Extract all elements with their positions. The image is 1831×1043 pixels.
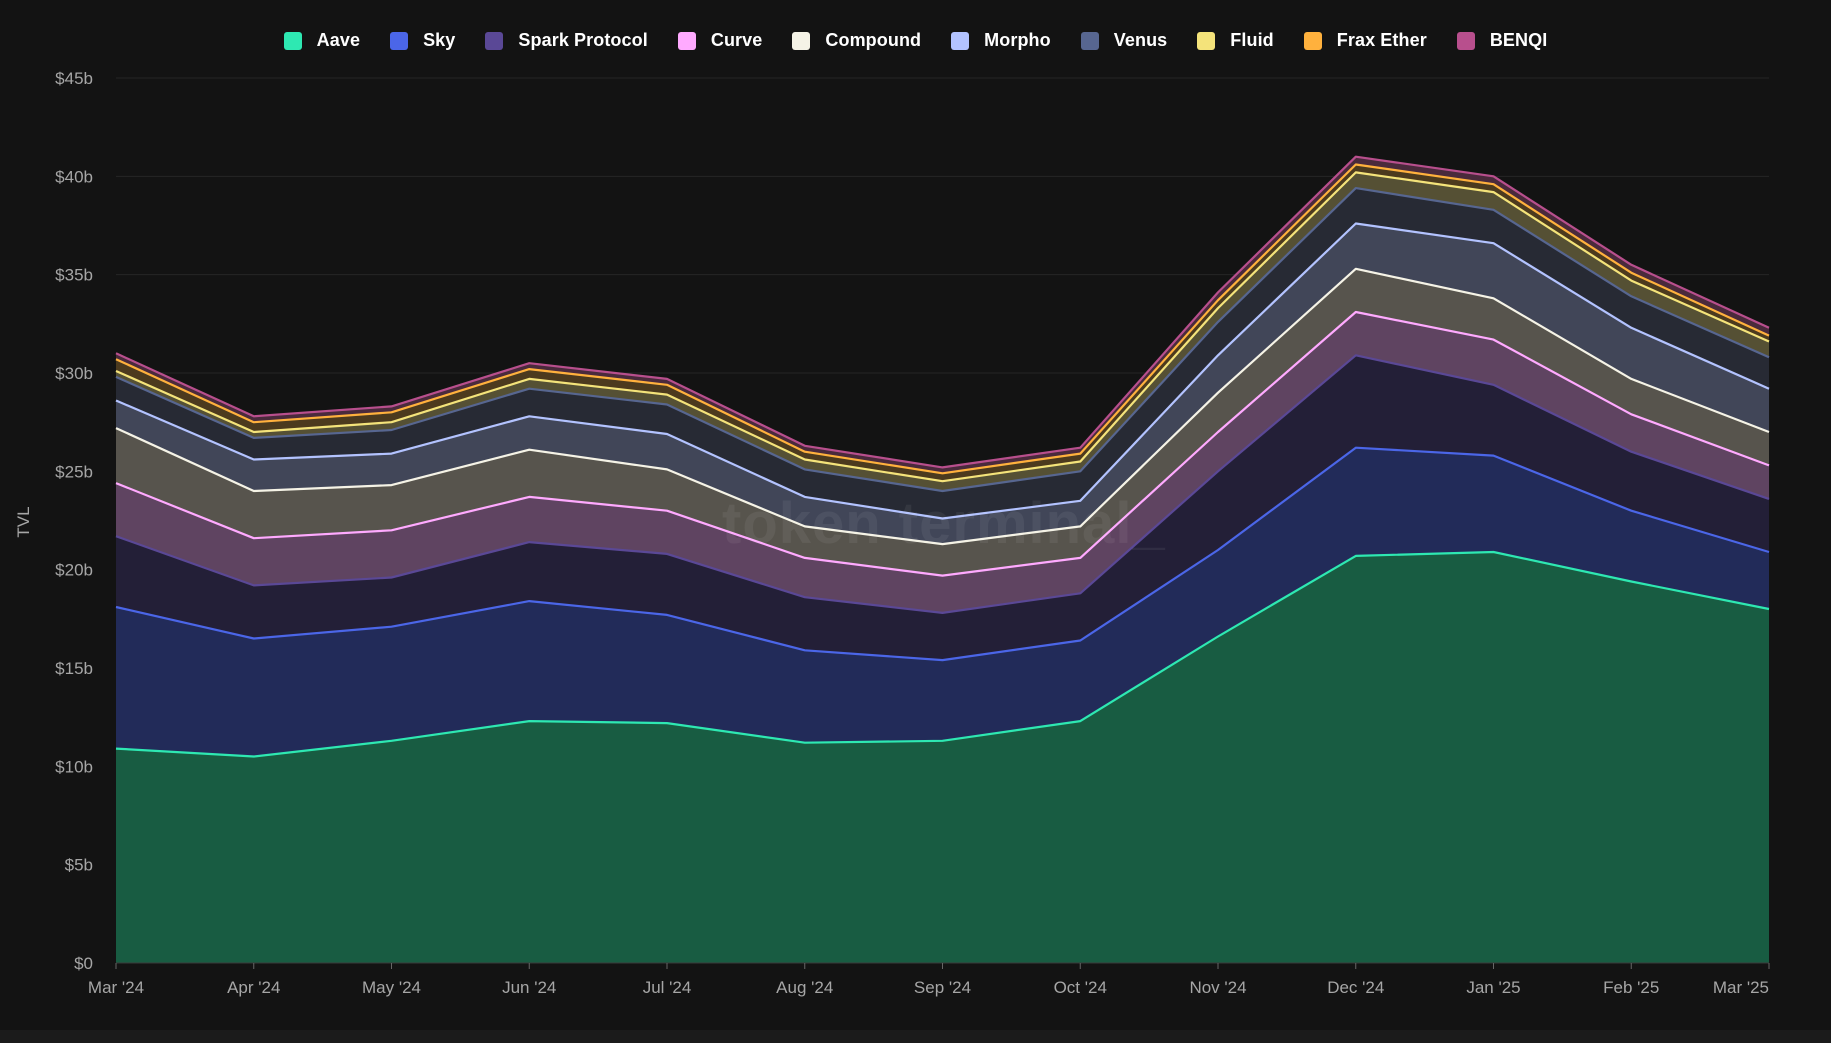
legend-swatch bbox=[1303, 31, 1322, 50]
legend-label: Spark Protocol bbox=[518, 30, 648, 50]
line-morpho bbox=[115, 222, 1770, 520]
y-tick-label-3: $15b bbox=[55, 659, 93, 678]
legend-label: Compound bbox=[825, 30, 922, 50]
line-curve bbox=[115, 310, 1770, 577]
line-fluid bbox=[115, 171, 1770, 483]
x-tick-label-4: Jul '24 bbox=[643, 978, 692, 997]
stacked-areas bbox=[116, 156, 1769, 963]
y-tick-label-6: $30b bbox=[55, 364, 93, 383]
axes: $0 $5b $10b $15b $20b $25b $30b $35b $40b $45b Mar… bbox=[55, 69, 1770, 997]
legend: Aave Sky Spark Protocol Curve Compound Morpho… bbox=[0, 30, 1831, 51]
x-tick-label-0: Mar '24 bbox=[88, 978, 144, 997]
x-tick-label-9: Dec '24 bbox=[1327, 978, 1384, 997]
bottom-strip bbox=[0, 1030, 1831, 1043]
legend-swatch bbox=[485, 31, 504, 50]
legend-item-aave[interactable]: Aave bbox=[283, 30, 361, 51]
x-tick-label-8: Nov '24 bbox=[1189, 978, 1246, 997]
line-frax-ether bbox=[115, 163, 1770, 475]
legend-label: Sky bbox=[423, 30, 456, 50]
legend-item-morpho[interactable]: Morpho bbox=[951, 30, 1051, 51]
line-sky bbox=[115, 446, 1770, 662]
legend-label: BENQI bbox=[1489, 30, 1548, 50]
legend-swatch bbox=[1080, 31, 1099, 50]
area-spark-protocol bbox=[116, 355, 1769, 661]
y-tick-label-7: $35b bbox=[55, 266, 93, 285]
y-axis-title: TVL bbox=[14, 506, 33, 538]
legend-item-venus[interactable]: Venus bbox=[1080, 30, 1168, 51]
watermark: token terminal_ bbox=[722, 491, 1166, 556]
y-tick-label-1: $5b bbox=[65, 856, 93, 875]
x-tick-label-2: May '24 bbox=[362, 978, 421, 997]
legend-item-spark-protocol[interactable]: Spark Protocol bbox=[485, 30, 648, 51]
legend-label: Curve bbox=[710, 30, 763, 50]
y-tick-label-8: $40b bbox=[55, 167, 93, 186]
legend-swatch bbox=[390, 31, 409, 50]
legend-label: Venus bbox=[1113, 30, 1168, 50]
x-tick-label-6: Sep '24 bbox=[914, 978, 971, 997]
y-tick-label-0: $0 bbox=[74, 954, 93, 973]
series-lines bbox=[115, 155, 1770, 758]
legend-item-frax-ether[interactable]: Frax Ether bbox=[1303, 30, 1427, 51]
area-curve bbox=[116, 312, 1769, 613]
legend-swatch bbox=[792, 31, 811, 50]
x-tick-label-12: Mar '25 bbox=[1713, 978, 1769, 997]
y-tick-label-9: $45b bbox=[55, 69, 93, 88]
legend-label: Fluid bbox=[1230, 30, 1274, 50]
legend-item-compound[interactable]: Compound bbox=[792, 30, 921, 51]
area-aave bbox=[116, 552, 1769, 963]
legend-item-curve[interactable]: Curve bbox=[677, 30, 763, 51]
legend-item-fluid[interactable]: Fluid bbox=[1197, 30, 1274, 51]
line-benqi bbox=[115, 155, 1770, 469]
x-tick-label-7: Oct '24 bbox=[1054, 978, 1107, 997]
legend-label: Aave bbox=[316, 30, 361, 50]
x-tick-label-3: Jun '24 bbox=[502, 978, 556, 997]
legend-swatch bbox=[1456, 31, 1475, 50]
legend-label: Morpho bbox=[984, 30, 1051, 50]
area-sky bbox=[116, 447, 1769, 757]
legend-label: Frax Ether bbox=[1336, 30, 1427, 50]
x-tick-label-5: Aug '24 bbox=[776, 978, 833, 997]
y-tick-label-2: $10b bbox=[55, 757, 93, 776]
line-spark-protocol bbox=[115, 354, 1770, 614]
legend-item-sky[interactable]: Sky bbox=[390, 30, 455, 51]
legend-swatch bbox=[1197, 31, 1216, 50]
x-tick-label-10: Jan '25 bbox=[1466, 978, 1520, 997]
line-compound bbox=[115, 267, 1770, 546]
legend-swatch bbox=[677, 31, 696, 50]
legend-swatch bbox=[951, 31, 970, 50]
x-tick-label-1: Apr '24 bbox=[227, 978, 280, 997]
legend-item-benqi[interactable]: BENQI bbox=[1456, 30, 1548, 51]
y-tick-label-4: $20b bbox=[55, 561, 93, 580]
legend-swatch bbox=[283, 31, 302, 50]
x-tick-label-11: Feb '25 bbox=[1603, 978, 1659, 997]
y-tick-label-5: $25b bbox=[55, 462, 93, 481]
line-aave bbox=[115, 550, 1770, 758]
line-venus bbox=[115, 187, 1770, 493]
